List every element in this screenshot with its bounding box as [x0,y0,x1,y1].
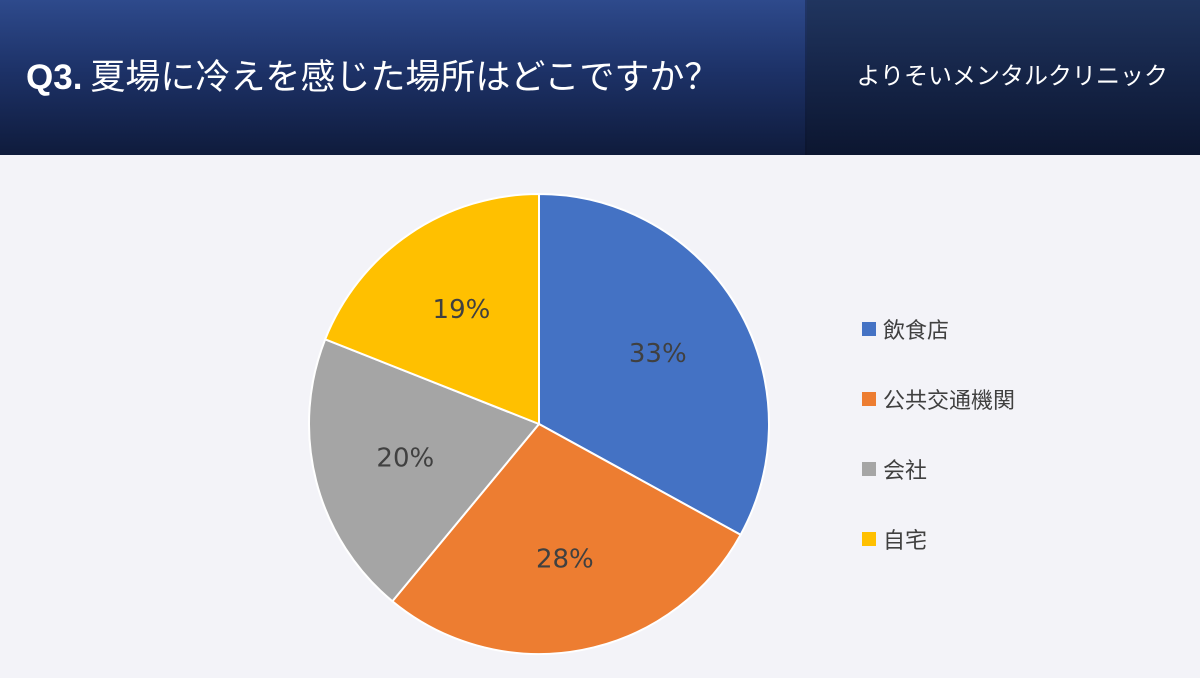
page-title: Q3. 夏場に冷えを感じた場所はどこですか？ [26,54,719,102]
legend-item-restaurant: 飲食店 [862,312,1015,346]
clinic-name: よりそいメンタルクリニック [856,62,1168,90]
data-label-home: 19% [433,295,491,325]
legend-label: 飲食店 [883,319,950,344]
chart-legend: 飲食店公共交通機関 会社自宅 [862,312,1015,592]
pie-slice-company [308,338,541,603]
data-label-company: 20% [376,443,434,473]
legend-item-public-transport: 公共交通機関 [862,382,1015,416]
legend-label: 公共交通機関 [883,389,1016,414]
legend-swatch [862,322,876,336]
question-number: Q3. [26,58,83,97]
question-text: 夏場に冷えを感じた場所はどこですか？ [90,58,720,98]
pie-slice-home [323,192,540,426]
legend-item-home: 自宅 [862,522,1015,556]
legend-label: 自宅 [883,529,928,554]
header-right-panel [807,0,1200,155]
data-label-public-transport: 28% [536,545,594,575]
legend-label: 会社 [883,459,928,484]
legend-swatch [862,532,876,546]
legend-swatch [862,392,876,406]
pie-slice-public-transport [390,422,742,655]
legend-swatch [862,462,876,476]
pie-slice-restaurant [538,192,770,537]
data-label-restaurant: 33% [629,339,687,369]
pie-chart: 33% 28% 20% 19% [308,192,770,655]
legend-item-company: 会社 [862,452,1015,486]
header-divider [805,0,807,155]
